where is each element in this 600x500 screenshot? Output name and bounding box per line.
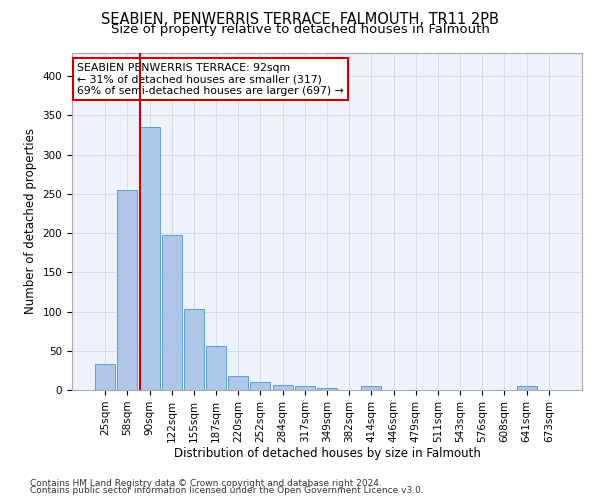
Y-axis label: Number of detached properties: Number of detached properties bbox=[24, 128, 37, 314]
Bar bbox=[162, 236, 182, 390]
Bar bbox=[250, 382, 271, 390]
Bar bbox=[317, 388, 337, 390]
Bar bbox=[206, 346, 226, 390]
Bar bbox=[140, 127, 160, 390]
Bar bbox=[228, 376, 248, 390]
Bar bbox=[361, 386, 382, 390]
Text: SEABIEN, PENWERRIS TERRACE, FALMOUTH, TR11 2PB: SEABIEN, PENWERRIS TERRACE, FALMOUTH, TR… bbox=[101, 12, 499, 28]
Bar bbox=[517, 386, 536, 390]
Bar bbox=[295, 386, 315, 390]
Bar bbox=[118, 190, 137, 390]
X-axis label: Distribution of detached houses by size in Falmouth: Distribution of detached houses by size … bbox=[173, 448, 481, 460]
Text: Contains HM Land Registry data © Crown copyright and database right 2024.: Contains HM Land Registry data © Crown c… bbox=[30, 478, 382, 488]
Text: SEABIEN PENWERRIS TERRACE: 92sqm
← 31% of detached houses are smaller (317)
69% : SEABIEN PENWERRIS TERRACE: 92sqm ← 31% o… bbox=[77, 62, 344, 96]
Bar bbox=[95, 364, 115, 390]
Bar bbox=[272, 386, 293, 390]
Text: Contains public sector information licensed under the Open Government Licence v3: Contains public sector information licen… bbox=[30, 486, 424, 495]
Text: Size of property relative to detached houses in Falmouth: Size of property relative to detached ho… bbox=[110, 22, 490, 36]
Bar bbox=[184, 309, 204, 390]
